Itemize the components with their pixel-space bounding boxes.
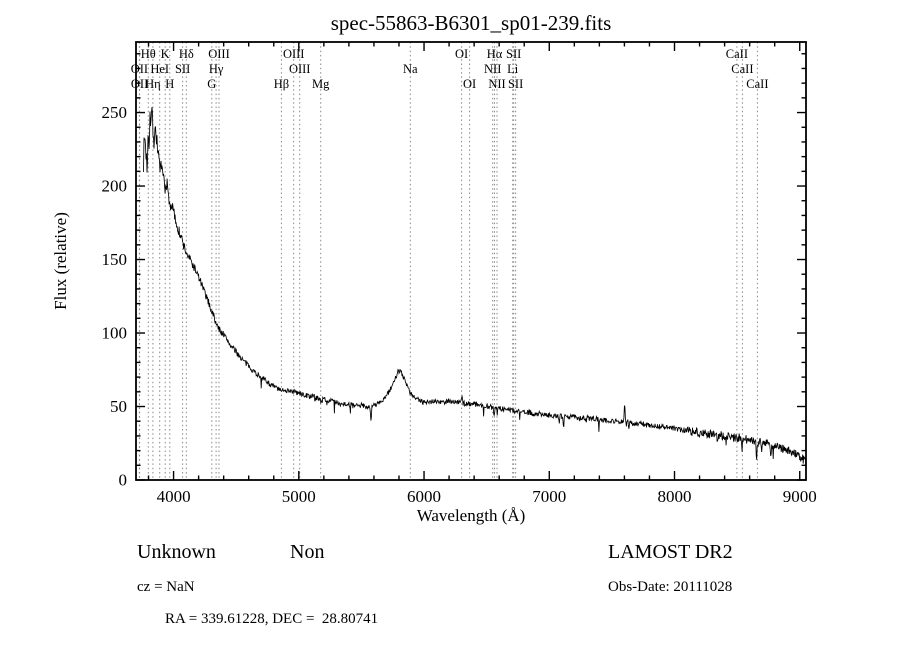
spectral-line-label: SII (506, 47, 521, 61)
spectral-line-label: Hβ (274, 77, 289, 91)
x-tick-label: 8000 (658, 487, 692, 506)
y-tick-label: 250 (102, 103, 128, 122)
spectral-line-label: OIII (289, 62, 311, 76)
spectral-line-label: Mg (312, 77, 330, 91)
spectral-line-label: CaII (731, 62, 753, 76)
spectral-line-label: NII (488, 77, 505, 91)
plot-title: spec-55863-B6301_sp01-239.fits (331, 11, 612, 35)
spectral-line-label: SII (508, 77, 523, 91)
y-tick-label: 50 (110, 397, 127, 416)
plot-frame (135, 41, 807, 481)
spectral-line-label: Li (507, 62, 519, 76)
spectral-line-label: NII (484, 62, 501, 76)
y-tick-label: 100 (102, 324, 128, 343)
spectral-line-gridlines (138, 42, 758, 480)
spectral-line-label: G (207, 77, 216, 91)
spectral-line-label: Na (403, 62, 418, 76)
x-axis-label: Wavelength (Å) (417, 506, 526, 525)
spectral-line-label: CaII (746, 77, 768, 91)
y-tick-label: 150 (102, 250, 128, 269)
subclass-label: Non (290, 541, 324, 563)
spectral-line-label: SII (175, 62, 190, 76)
spectral-line-label: HeI (150, 62, 169, 76)
spectral-line-label: OI (463, 77, 476, 91)
axis-tick-labels: 4000 5000 6000 7000 8000 9000 0 50 100 150 200 250 (102, 103, 817, 506)
x-tick-label: 5000 (282, 487, 316, 506)
spectral-line-label: Hα (487, 47, 503, 61)
spectral-line-label: OIII (283, 47, 305, 61)
coordinates-value: RA = 339.61228, DEC = 28.80741 (165, 611, 378, 627)
y-tick-label: 0 (119, 471, 128, 490)
spectral-line-label: H (165, 77, 174, 91)
spectral-line-label: OIII (208, 47, 230, 61)
obs-date-value: Obs-Date: 20111028 (608, 579, 732, 595)
spectrum-trace (143, 107, 807, 465)
y-tick-label: 200 (102, 177, 128, 196)
spectral-line-label: Hγ (209, 62, 224, 76)
x-tick-label: 9000 (783, 487, 817, 506)
spectral-line-label: CaII (726, 47, 748, 61)
spectral-line-label: OI (455, 47, 468, 61)
y-axis-label: Flux (relative) (51, 212, 70, 310)
spectral-line-label: Hη (145, 77, 161, 91)
classification-label: Unknown (137, 541, 216, 563)
spectral-line-label: K (161, 47, 170, 61)
spectral-line-label: OII (131, 77, 148, 91)
x-tick-label: 4000 (157, 487, 191, 506)
x-tick-label: 6000 (407, 487, 441, 506)
spectral-line-label: OII (131, 62, 148, 76)
cz-value: cz = NaN (137, 579, 195, 595)
axis-ticks (136, 42, 806, 481)
x-tick-label: 7000 (532, 487, 566, 506)
spectral-line-label: Hθ (141, 47, 156, 61)
survey-label: LAMOST DR2 (608, 541, 733, 563)
spectral-line-label: Hδ (179, 47, 194, 61)
